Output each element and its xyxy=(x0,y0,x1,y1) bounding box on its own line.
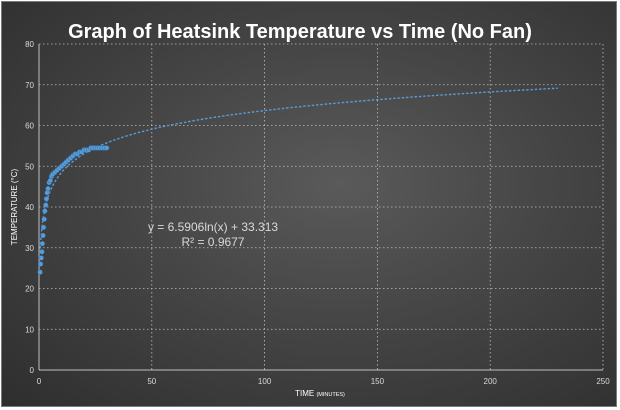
trendline-r-squared: R² = 0.9677 xyxy=(181,235,244,249)
tick-labels: 0 50 100 150 200 250 0 10 20 30 40 50 60 70 80 xyxy=(25,40,610,386)
trendline-equation: y = 6.5906ln(x) + 33.313 xyxy=(148,220,278,234)
y-axis-label: TEMPERATURE (°C) xyxy=(10,168,19,245)
y-tick-label-40: 40 xyxy=(25,203,34,212)
data-point xyxy=(39,249,45,255)
y-tick-label-0: 0 xyxy=(30,366,35,375)
x-tick-label-150: 150 xyxy=(371,377,385,386)
x-tick-label-50: 50 xyxy=(147,377,156,386)
y-tick-label-70: 70 xyxy=(25,81,34,90)
x-tick-label-250: 250 xyxy=(596,377,610,386)
y-tick-label-10: 10 xyxy=(25,325,34,334)
data-point xyxy=(41,216,47,222)
y-tick-label-50: 50 xyxy=(25,162,34,171)
x-tick-label-100: 100 xyxy=(258,377,272,386)
x-tick-label-200: 200 xyxy=(484,377,498,386)
data-point xyxy=(40,232,46,239)
y-tick-label-20: 20 xyxy=(25,285,34,294)
trendline xyxy=(39,87,558,253)
chart-title: Graph of Heatsink Temperature vs Time (N… xyxy=(68,21,532,43)
data-point xyxy=(45,186,51,192)
x-axis-label-main: TIME xyxy=(295,389,314,398)
x-tick-label-0: 0 xyxy=(37,377,42,386)
data-point xyxy=(37,269,43,275)
data-point xyxy=(43,196,50,202)
data-point xyxy=(38,255,44,261)
y-tick-label-80: 80 xyxy=(25,40,34,49)
gridlines xyxy=(39,43,604,370)
data-point xyxy=(42,208,48,214)
data-points xyxy=(37,145,110,275)
data-point xyxy=(40,224,47,231)
data-point xyxy=(39,241,46,247)
x-axis-label-unit: (MINUTES) xyxy=(316,392,345,398)
axes xyxy=(38,44,603,371)
y-tick-label-30: 30 xyxy=(25,244,34,253)
y-tick-label-60: 60 xyxy=(25,122,34,131)
data-point xyxy=(43,202,49,208)
x-axis-label: TIME (MINUTES) xyxy=(295,389,345,398)
data-point xyxy=(37,261,44,267)
data-point xyxy=(104,145,110,151)
trendline-curve xyxy=(39,87,558,253)
